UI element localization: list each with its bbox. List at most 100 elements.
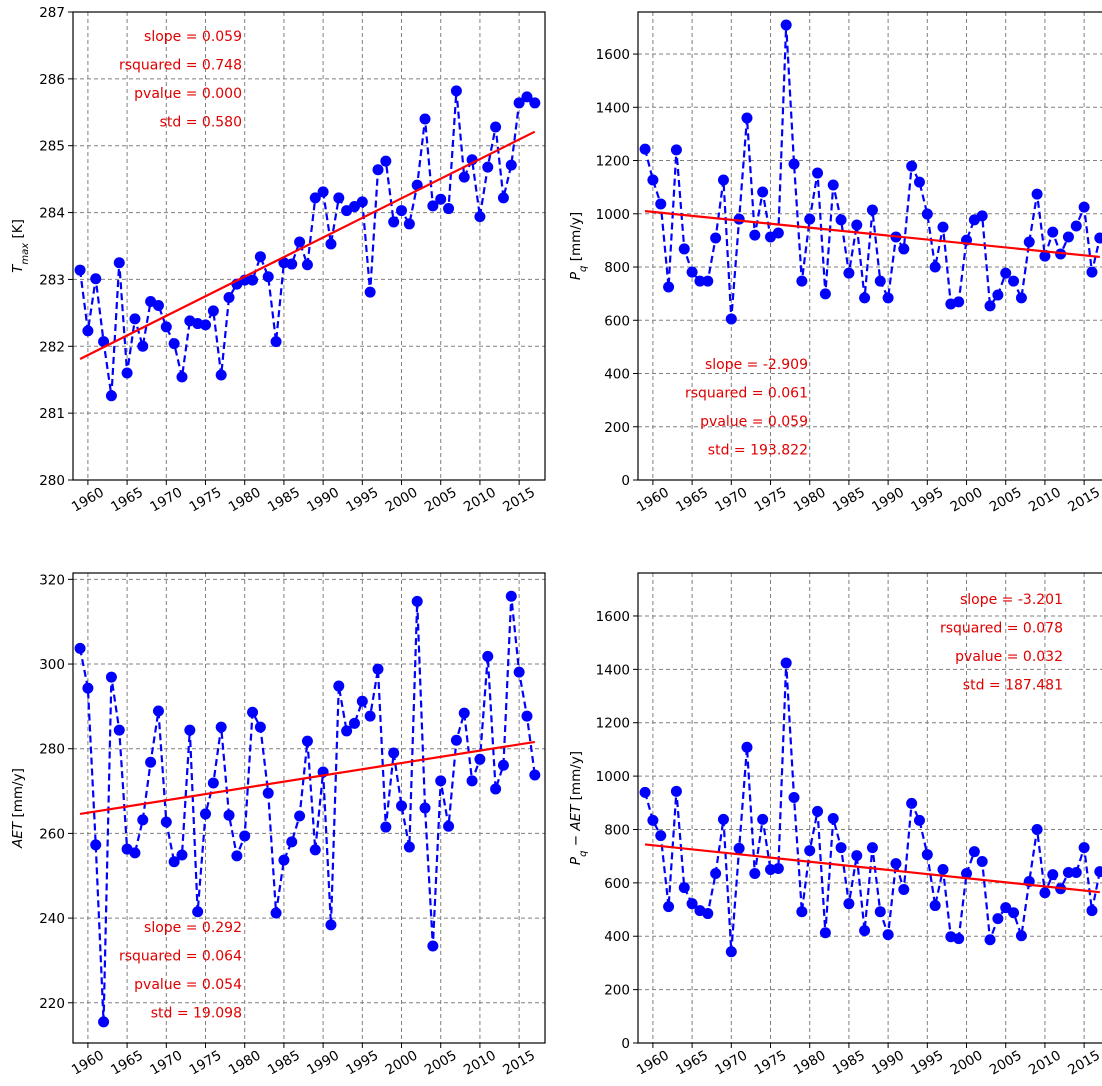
data-point xyxy=(647,814,659,826)
data-point xyxy=(388,747,400,759)
x-tick-label: 1965 xyxy=(108,1047,146,1078)
data-point xyxy=(254,251,266,263)
data-point xyxy=(953,933,965,945)
y-axis-label-part: [mm/y] xyxy=(10,768,26,822)
data-point xyxy=(325,919,337,931)
data-point xyxy=(294,236,306,248)
data-point xyxy=(129,313,141,325)
data-point xyxy=(309,192,321,204)
data-point xyxy=(968,846,980,858)
x-tick-label: 1980 xyxy=(791,1047,829,1078)
data-point xyxy=(788,791,800,803)
x-tick-label: 1960 xyxy=(634,484,672,515)
data-point xyxy=(647,174,659,186)
y-tick-label: 1600 xyxy=(596,47,630,63)
data-point xyxy=(388,216,400,228)
y-tick-label: 200 xyxy=(604,983,630,999)
data-point xyxy=(1008,907,1020,919)
trend-line xyxy=(79,130,536,360)
data-point xyxy=(929,900,941,912)
trend-line xyxy=(644,210,1100,259)
data-point xyxy=(694,275,706,287)
data-point xyxy=(906,160,918,172)
data-point xyxy=(372,663,384,675)
data-point xyxy=(772,862,784,874)
x-tick-label: 1985 xyxy=(265,1047,303,1078)
data-point xyxy=(725,313,737,325)
data-point xyxy=(474,211,486,223)
data-point xyxy=(317,186,329,198)
data-point xyxy=(976,856,988,868)
axes-frame xyxy=(637,11,1102,481)
x-tick-label: 2005 xyxy=(987,484,1025,515)
annotation: slope = -3.201 xyxy=(960,592,1063,608)
data-point xyxy=(819,288,831,300)
data-point xyxy=(819,927,831,939)
data-point xyxy=(192,906,204,918)
x-tick-label: 2005 xyxy=(422,1047,460,1078)
data-point xyxy=(804,845,816,857)
data-point xyxy=(749,229,761,241)
data-point xyxy=(898,884,910,896)
y-tick-label: 280 xyxy=(39,742,65,758)
axes-frame xyxy=(637,572,1102,1044)
plot-area xyxy=(74,590,541,1028)
y-axis-label-part: max xyxy=(20,243,31,265)
data-point xyxy=(639,143,651,155)
data-point xyxy=(521,91,533,103)
data-point xyxy=(717,174,729,186)
data-point xyxy=(655,198,667,210)
data-point xyxy=(333,192,345,204)
y-axis-label-part: − xyxy=(568,831,584,851)
x-tick-label: 2000 xyxy=(948,1047,986,1078)
data-point xyxy=(772,227,784,239)
x-tick-label: 1980 xyxy=(226,484,264,515)
data-point xyxy=(466,775,478,787)
trend-line xyxy=(644,843,1100,894)
data-point xyxy=(121,367,133,379)
data-point xyxy=(678,882,690,894)
data-point xyxy=(262,787,274,799)
y-tick-label: 283 xyxy=(39,272,65,288)
x-tick-label: 2010 xyxy=(461,1047,499,1078)
data-point xyxy=(663,281,675,293)
y-tick-label: 0 xyxy=(621,1036,630,1052)
y-tick-label: 600 xyxy=(604,876,630,892)
data-point xyxy=(1015,292,1027,304)
data-point xyxy=(396,205,408,217)
data-point xyxy=(74,264,86,276)
data-point xyxy=(207,777,219,789)
data-point xyxy=(655,830,667,842)
data-point xyxy=(804,213,816,225)
data-point xyxy=(843,898,855,910)
data-point xyxy=(678,243,690,255)
data-point xyxy=(90,839,102,851)
data-point xyxy=(670,144,682,156)
x-tick-label: 1960 xyxy=(69,1047,107,1078)
y-axis-label: AET [mm/y] xyxy=(10,768,26,849)
y-tick-label: 800 xyxy=(604,260,630,276)
data-point xyxy=(160,816,172,828)
y-tick-label: 1400 xyxy=(596,100,630,116)
data-point xyxy=(270,907,282,919)
y-axis-label-part: q xyxy=(578,266,589,272)
data-point xyxy=(474,753,486,765)
y-axis-label: Pq − AET [mm/y] xyxy=(568,751,589,865)
data-point xyxy=(859,925,871,937)
data-point xyxy=(435,193,447,205)
data-point xyxy=(1047,869,1059,881)
data-point xyxy=(74,642,86,654)
data-point xyxy=(215,369,227,381)
data-point xyxy=(1000,902,1012,914)
y-axis-label-part: [mm/y] xyxy=(568,212,584,266)
data-point xyxy=(356,196,368,208)
data-point xyxy=(757,813,769,825)
data-point xyxy=(168,856,180,868)
data-point xyxy=(82,682,94,694)
data-point xyxy=(961,868,973,880)
data-point xyxy=(207,305,219,317)
y-axis-label-part: AET xyxy=(10,820,26,849)
y-axis-label: Pq [mm/y] xyxy=(568,212,589,280)
axes-frame xyxy=(72,11,546,481)
data-point xyxy=(639,786,651,798)
